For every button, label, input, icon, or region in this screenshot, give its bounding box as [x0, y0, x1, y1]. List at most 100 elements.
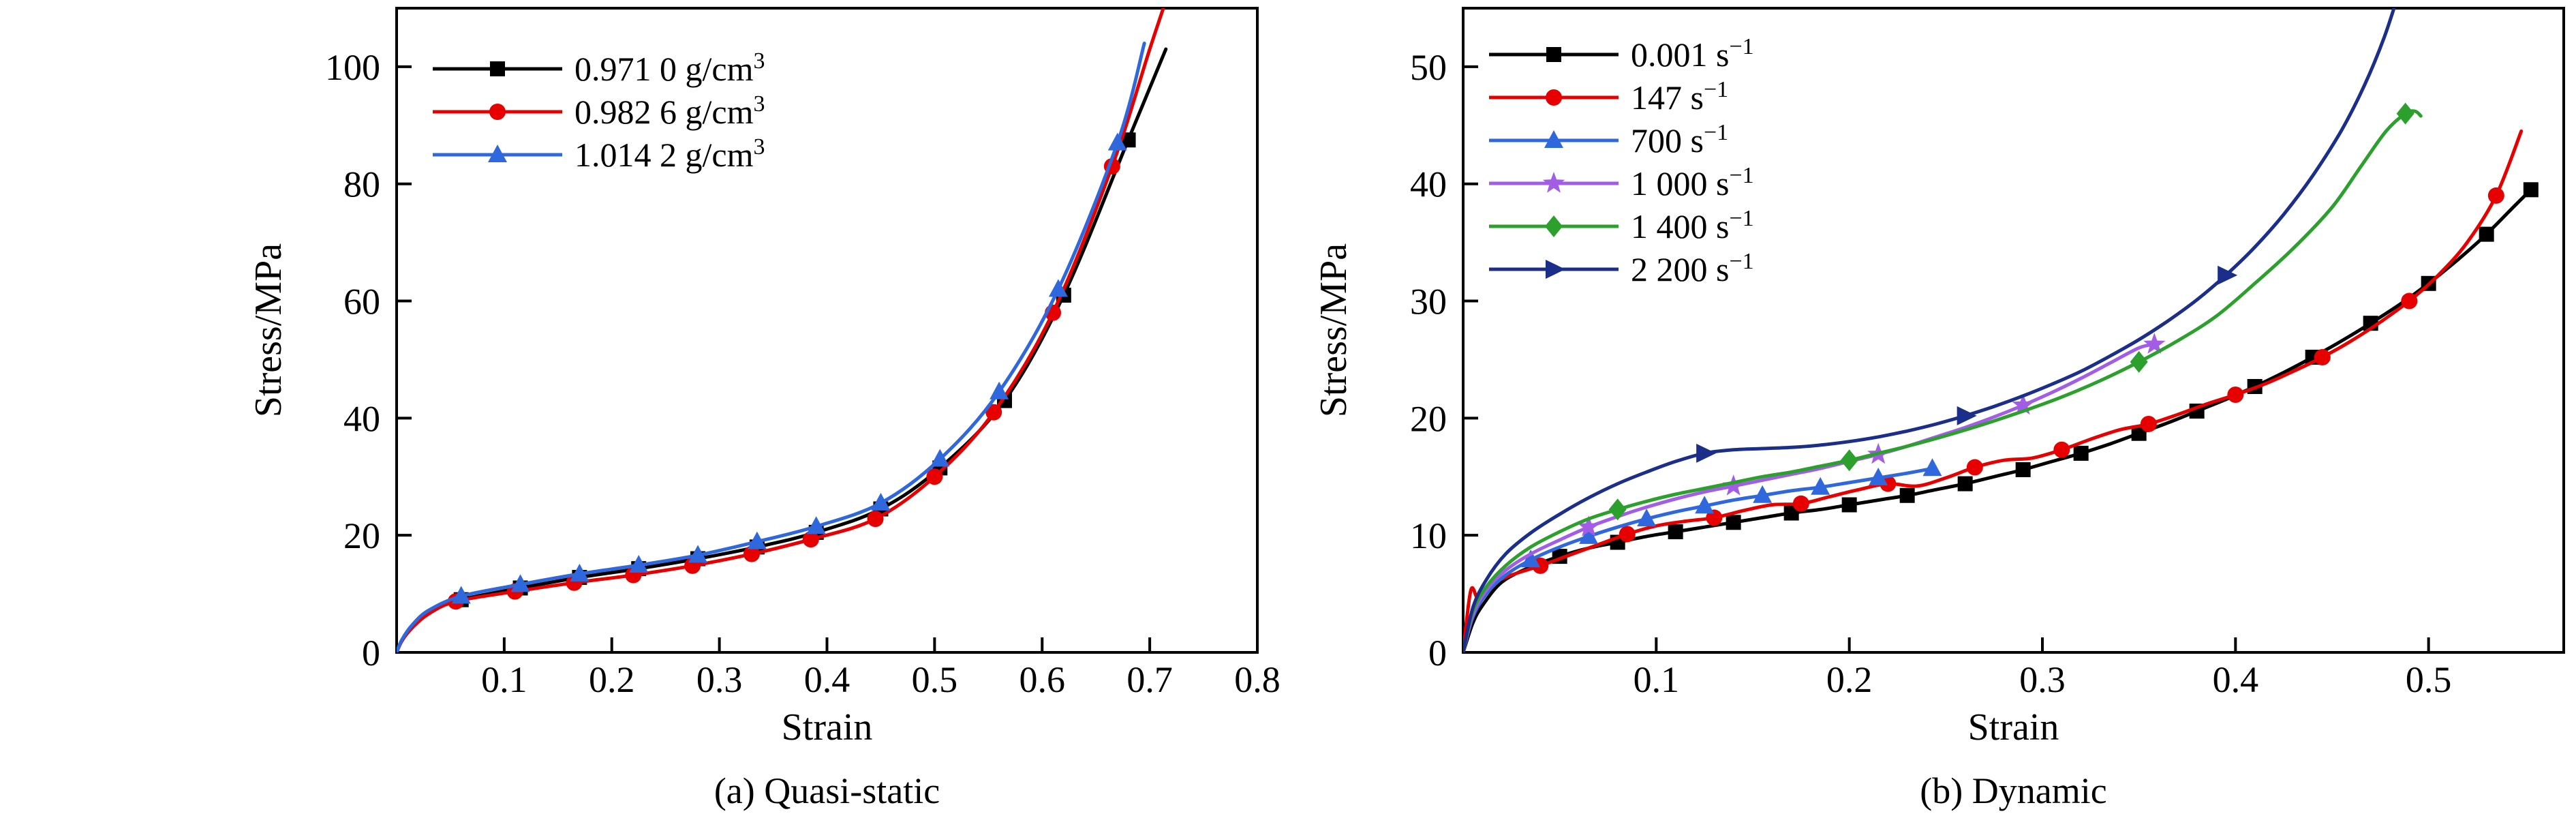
triangle-up-marker [806, 516, 826, 534]
legend-label: 0.982 6 g/cm3 [574, 91, 765, 131]
triangle-up-marker [747, 531, 767, 549]
circle-marker [2227, 387, 2244, 403]
triangle-right-marker [1957, 406, 1977, 425]
legend-label: 0.001 s−1 [1631, 34, 1754, 74]
y-tick-label: 60 [343, 282, 380, 322]
triangle-up-marker [1811, 477, 1830, 495]
circle-marker [743, 545, 760, 562]
circle-marker [1619, 526, 1636, 543]
series-curve [1463, 187, 2533, 652]
series-group [1463, 8, 2539, 652]
y-tick-label: 10 [1410, 515, 1447, 556]
x-tick-label: 0.5 [912, 659, 958, 700]
circle-marker [985, 404, 1002, 421]
x-tick-label: 0.1 [481, 659, 527, 700]
circle-marker [1792, 495, 1809, 512]
series-curve [397, 8, 1165, 652]
triangle-right-marker [1696, 443, 1717, 463]
y-tick-label: 100 [325, 47, 380, 88]
y-tick-label: 40 [1410, 164, 1447, 205]
y-tick-label: 0 [1428, 633, 1447, 674]
x-tick-label: 0.3 [2019, 659, 2066, 700]
triangle-up-marker [1107, 132, 1127, 151]
triangle-up-marker [1521, 549, 1541, 568]
square-marker [2523, 182, 2539, 198]
circle-marker [2053, 441, 2070, 458]
x-tick-label: 0.7 [1126, 659, 1173, 700]
diamond-marker [1608, 498, 1627, 521]
square-marker [1120, 132, 1136, 148]
legend-label: 0.971 0 g/cm3 [574, 48, 765, 88]
y-tick-label: 20 [1410, 398, 1447, 439]
triangle-up-marker [688, 545, 708, 563]
x-tick-label: 0.4 [2213, 659, 2259, 700]
triangle-up-marker [1922, 458, 1942, 477]
circle-marker [1966, 459, 1983, 476]
square-marker [1841, 497, 1857, 513]
y-tick-label: 80 [343, 164, 380, 205]
circle-marker [1706, 509, 1723, 526]
square-marker [1668, 524, 1683, 540]
legend-label: 1.014 2 g/cm3 [574, 134, 765, 174]
legend-label: 1 000 s−1 [1631, 163, 1754, 202]
x-tick-label: 0.2 [589, 659, 635, 700]
y-tick-label: 30 [1410, 282, 1447, 322]
x-tick-label: 0.2 [1826, 659, 1873, 700]
caption-quasi-static: (a) Quasi-static [714, 770, 940, 811]
triangle-up-marker [990, 381, 1009, 399]
legend-label: 1 400 s−1 [1631, 206, 1754, 245]
square-marker [490, 61, 505, 76]
y-tick-label: 40 [343, 398, 380, 439]
triangle-up-marker [1048, 279, 1068, 297]
chart-dynamic: 0.1 0.2 0.3 0.4 0.5 0 10 20 30 40 50 Strain Stress/M… [1313, 7, 2565, 749]
triangle-up-marker [1579, 526, 1599, 544]
square-marker [1546, 47, 1561, 62]
series-curve [397, 42, 1146, 652]
circle-marker [2401, 292, 2418, 309]
circle-marker [2140, 415, 2157, 432]
series-curve [1463, 466, 1934, 652]
series-curve [1463, 342, 2156, 652]
triangle-up-marker [1544, 130, 1563, 148]
y-tick-label: 0 [362, 633, 380, 674]
x-tick-label: 0.4 [804, 659, 850, 700]
chart-quasi-static: 0.1 0.2 0.3 0.4 0.5 0.6 0.7 0.8 0 20 40 60 80 100 Stra… [247, 7, 1281, 749]
star-marker [2143, 333, 2166, 354]
legend-label: 2 200 s−1 [1631, 249, 1754, 288]
triangle-up-marker [1695, 496, 1715, 514]
triangle-right-marker [2218, 265, 2238, 285]
diamond-marker [2396, 102, 2414, 125]
square-marker [2479, 226, 2494, 242]
legend-label: 700 s−1 [1631, 120, 1728, 160]
y-axis-title: Stress/MPa [1313, 243, 1355, 417]
legend-label: 147 s−1 [1631, 77, 1728, 117]
triangle-up-marker [871, 492, 891, 511]
diamond-marker [1545, 215, 1563, 237]
x-tick-label: 0.6 [1019, 659, 1066, 700]
circle-marker [1546, 89, 1562, 106]
triangle-up-marker [1637, 509, 1657, 527]
circle-marker [2314, 349, 2331, 366]
series-curve [397, 47, 1168, 652]
x-axis-title: Strain [1968, 706, 2059, 749]
square-marker [1899, 487, 1915, 503]
circle-marker [926, 468, 943, 485]
x-tick-label: 0.3 [696, 659, 743, 700]
x-tick-label: 0.5 [2406, 659, 2452, 700]
y-tick-label: 50 [1410, 47, 1447, 88]
plot-frame [1462, 7, 2565, 654]
square-marker [2015, 462, 2031, 477]
star-marker [1578, 515, 1600, 537]
triangle-up-marker [629, 554, 649, 573]
series-curve [1463, 109, 2423, 652]
y-axis-title: Stress/MPa [247, 243, 290, 417]
star-marker [2012, 393, 2034, 415]
y-tick-label: 20 [343, 515, 380, 556]
caption-dynamic: (b) Dynamic [1920, 770, 2107, 811]
square-marker [1957, 476, 1973, 492]
triangle-up-marker [451, 586, 471, 604]
